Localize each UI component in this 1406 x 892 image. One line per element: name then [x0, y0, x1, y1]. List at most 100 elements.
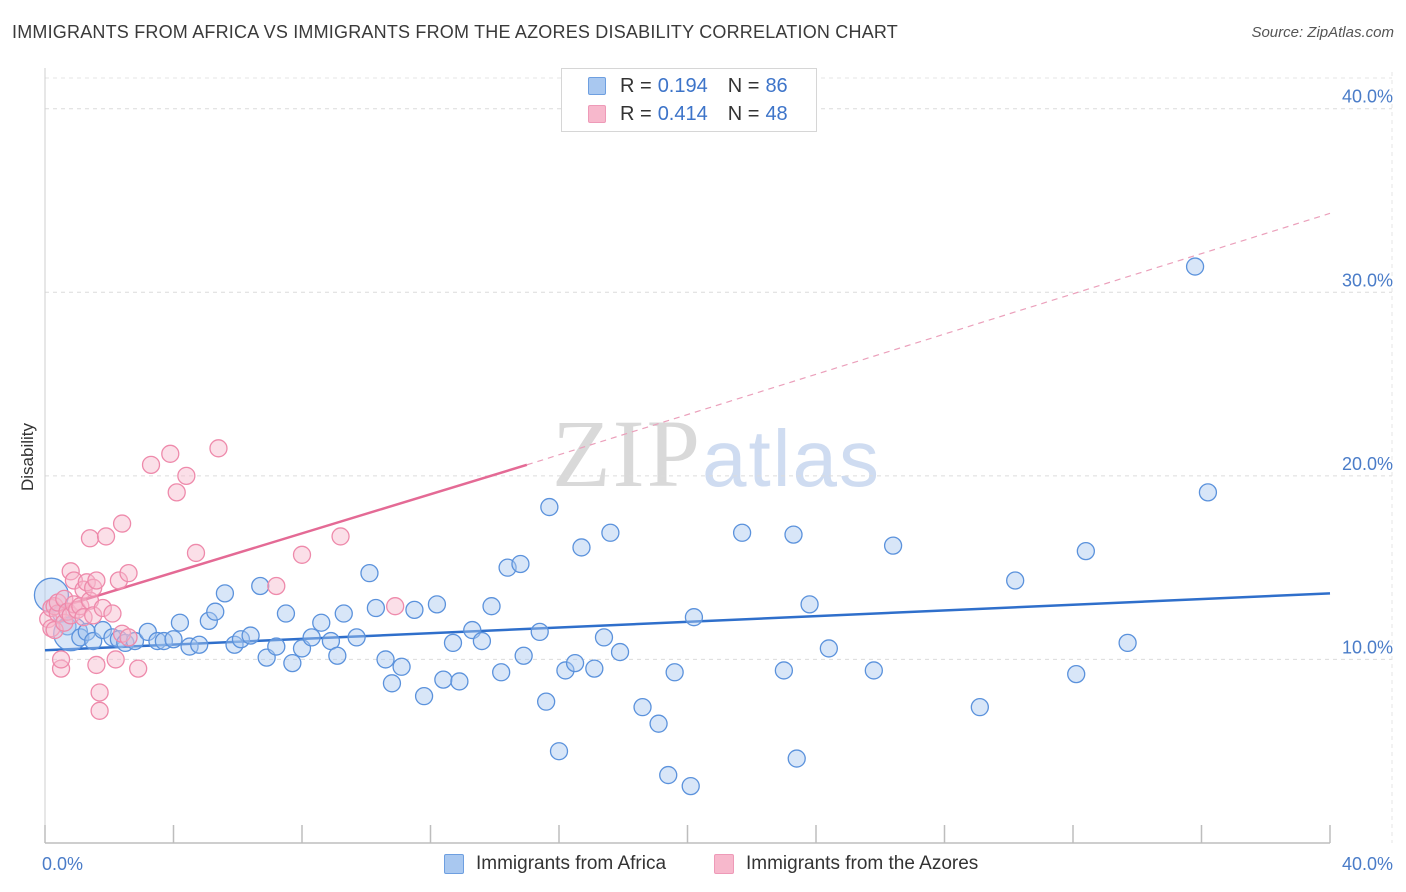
point-africa [328, 646, 347, 665]
legend-n-label: N = [727, 74, 760, 97]
point-africa [732, 523, 752, 542]
gridlines [45, 72, 1393, 843]
point-azores [55, 613, 74, 632]
point-africa [199, 611, 218, 631]
point-africa [276, 604, 296, 623]
trend-lines [44, 212, 1331, 652]
point-africa [1198, 483, 1218, 502]
point-africa [334, 604, 353, 623]
legend-r-label: R = [620, 74, 652, 97]
point-africa [1185, 257, 1205, 276]
point-africa [659, 765, 678, 785]
point-africa [556, 661, 575, 680]
y-tick-label: 40.0% [1342, 87, 1393, 107]
bottom-legend-label-azores: Immigrants from the Azores [746, 853, 979, 874]
point-africa [549, 742, 569, 761]
point-africa [283, 653, 302, 673]
point-azores [267, 576, 286, 596]
point-azores [186, 543, 206, 563]
bottom-legend-swatch-azores [714, 854, 734, 874]
point-azores [167, 483, 186, 502]
bottom-legend-africa: Immigrants from Africa [444, 851, 666, 877]
point-africa [684, 608, 704, 627]
legend-row-africa: R = 0.194 N = 86 [588, 73, 788, 99]
point-africa [347, 628, 366, 647]
point-africa [164, 630, 183, 649]
point-africa [585, 659, 604, 678]
point-africa [190, 635, 209, 654]
point-azores [87, 655, 106, 675]
point-africa [206, 602, 225, 621]
point-africa [360, 564, 379, 583]
watermark-atlas: atlas [702, 414, 881, 503]
point-azores [90, 683, 109, 702]
point-azores [96, 527, 116, 546]
legend-n-value: 48 [765, 102, 788, 125]
point-africa [633, 698, 652, 717]
point-africa [537, 692, 556, 711]
legend-r-value: 0.414 [657, 102, 708, 125]
y-tick-label: 30.0% [1342, 270, 1393, 290]
point-africa [170, 613, 190, 632]
stats-legend: R = 0.194 N = 86 R = 0.414 N = 48 [561, 68, 817, 132]
point-africa [610, 642, 630, 662]
y-tick-label: 20.0% [1342, 454, 1393, 474]
point-africa [405, 600, 424, 620]
legend-swatch-azores [588, 105, 606, 123]
point-africa [302, 628, 321, 647]
point-africa [530, 622, 549, 642]
point-africa [382, 674, 402, 693]
point-africa [77, 622, 96, 642]
point-azores [112, 514, 132, 533]
point-azores [292, 545, 312, 564]
bottom-legend-label-africa: Immigrants from Africa [476, 853, 667, 874]
point-africa [819, 639, 838, 658]
point-africa [514, 646, 533, 665]
legend-r-value: 0.194 [657, 74, 708, 97]
point-africa [443, 633, 463, 653]
point-azores [84, 606, 103, 625]
point-africa [1067, 664, 1086, 684]
point-africa [883, 536, 903, 555]
point-africa [138, 622, 157, 642]
point-azores [119, 564, 138, 583]
trend-extension-azores [526, 212, 1331, 466]
x-tick-label: 0.0% [42, 854, 83, 874]
point-azores [87, 571, 106, 590]
point-africa [312, 613, 331, 632]
point-africa [427, 595, 447, 614]
point-azores [141, 455, 161, 474]
bottom-legend-swatch-africa [444, 854, 464, 874]
point-azores [177, 466, 196, 486]
point-africa [511, 554, 530, 574]
legend-n-label: N = [727, 102, 760, 125]
point-africa [1076, 541, 1095, 561]
point-africa [594, 628, 614, 647]
bottom-legend-azores: Immigrants from the Azores [714, 851, 978, 877]
point-azores [129, 659, 148, 678]
point-africa [148, 631, 167, 651]
point-africa [241, 626, 260, 645]
point-africa [572, 538, 591, 557]
point-africa [251, 576, 270, 596]
legend-swatch-africa [588, 77, 606, 95]
point-africa [565, 653, 585, 673]
point-azores [51, 659, 71, 678]
point-africa [472, 631, 492, 651]
tick-labels: 10.0% 20.0% 30.0% 40.0% 0.0% 40.0% Disability [18, 87, 1393, 874]
point-africa [540, 497, 559, 517]
point-azores [161, 444, 180, 463]
point-africa [366, 598, 386, 618]
point-azores [386, 597, 405, 616]
legend-r-label: R = [620, 102, 652, 125]
point-africa [665, 663, 684, 682]
source-credit: Source: ZipAtlas.com [1251, 24, 1394, 41]
point-azores [106, 650, 125, 669]
point-africa [482, 597, 501, 616]
point-africa [800, 595, 819, 614]
point-africa [376, 650, 395, 669]
point-africa [231, 630, 251, 649]
point-africa [492, 663, 511, 682]
point-africa [267, 637, 286, 656]
